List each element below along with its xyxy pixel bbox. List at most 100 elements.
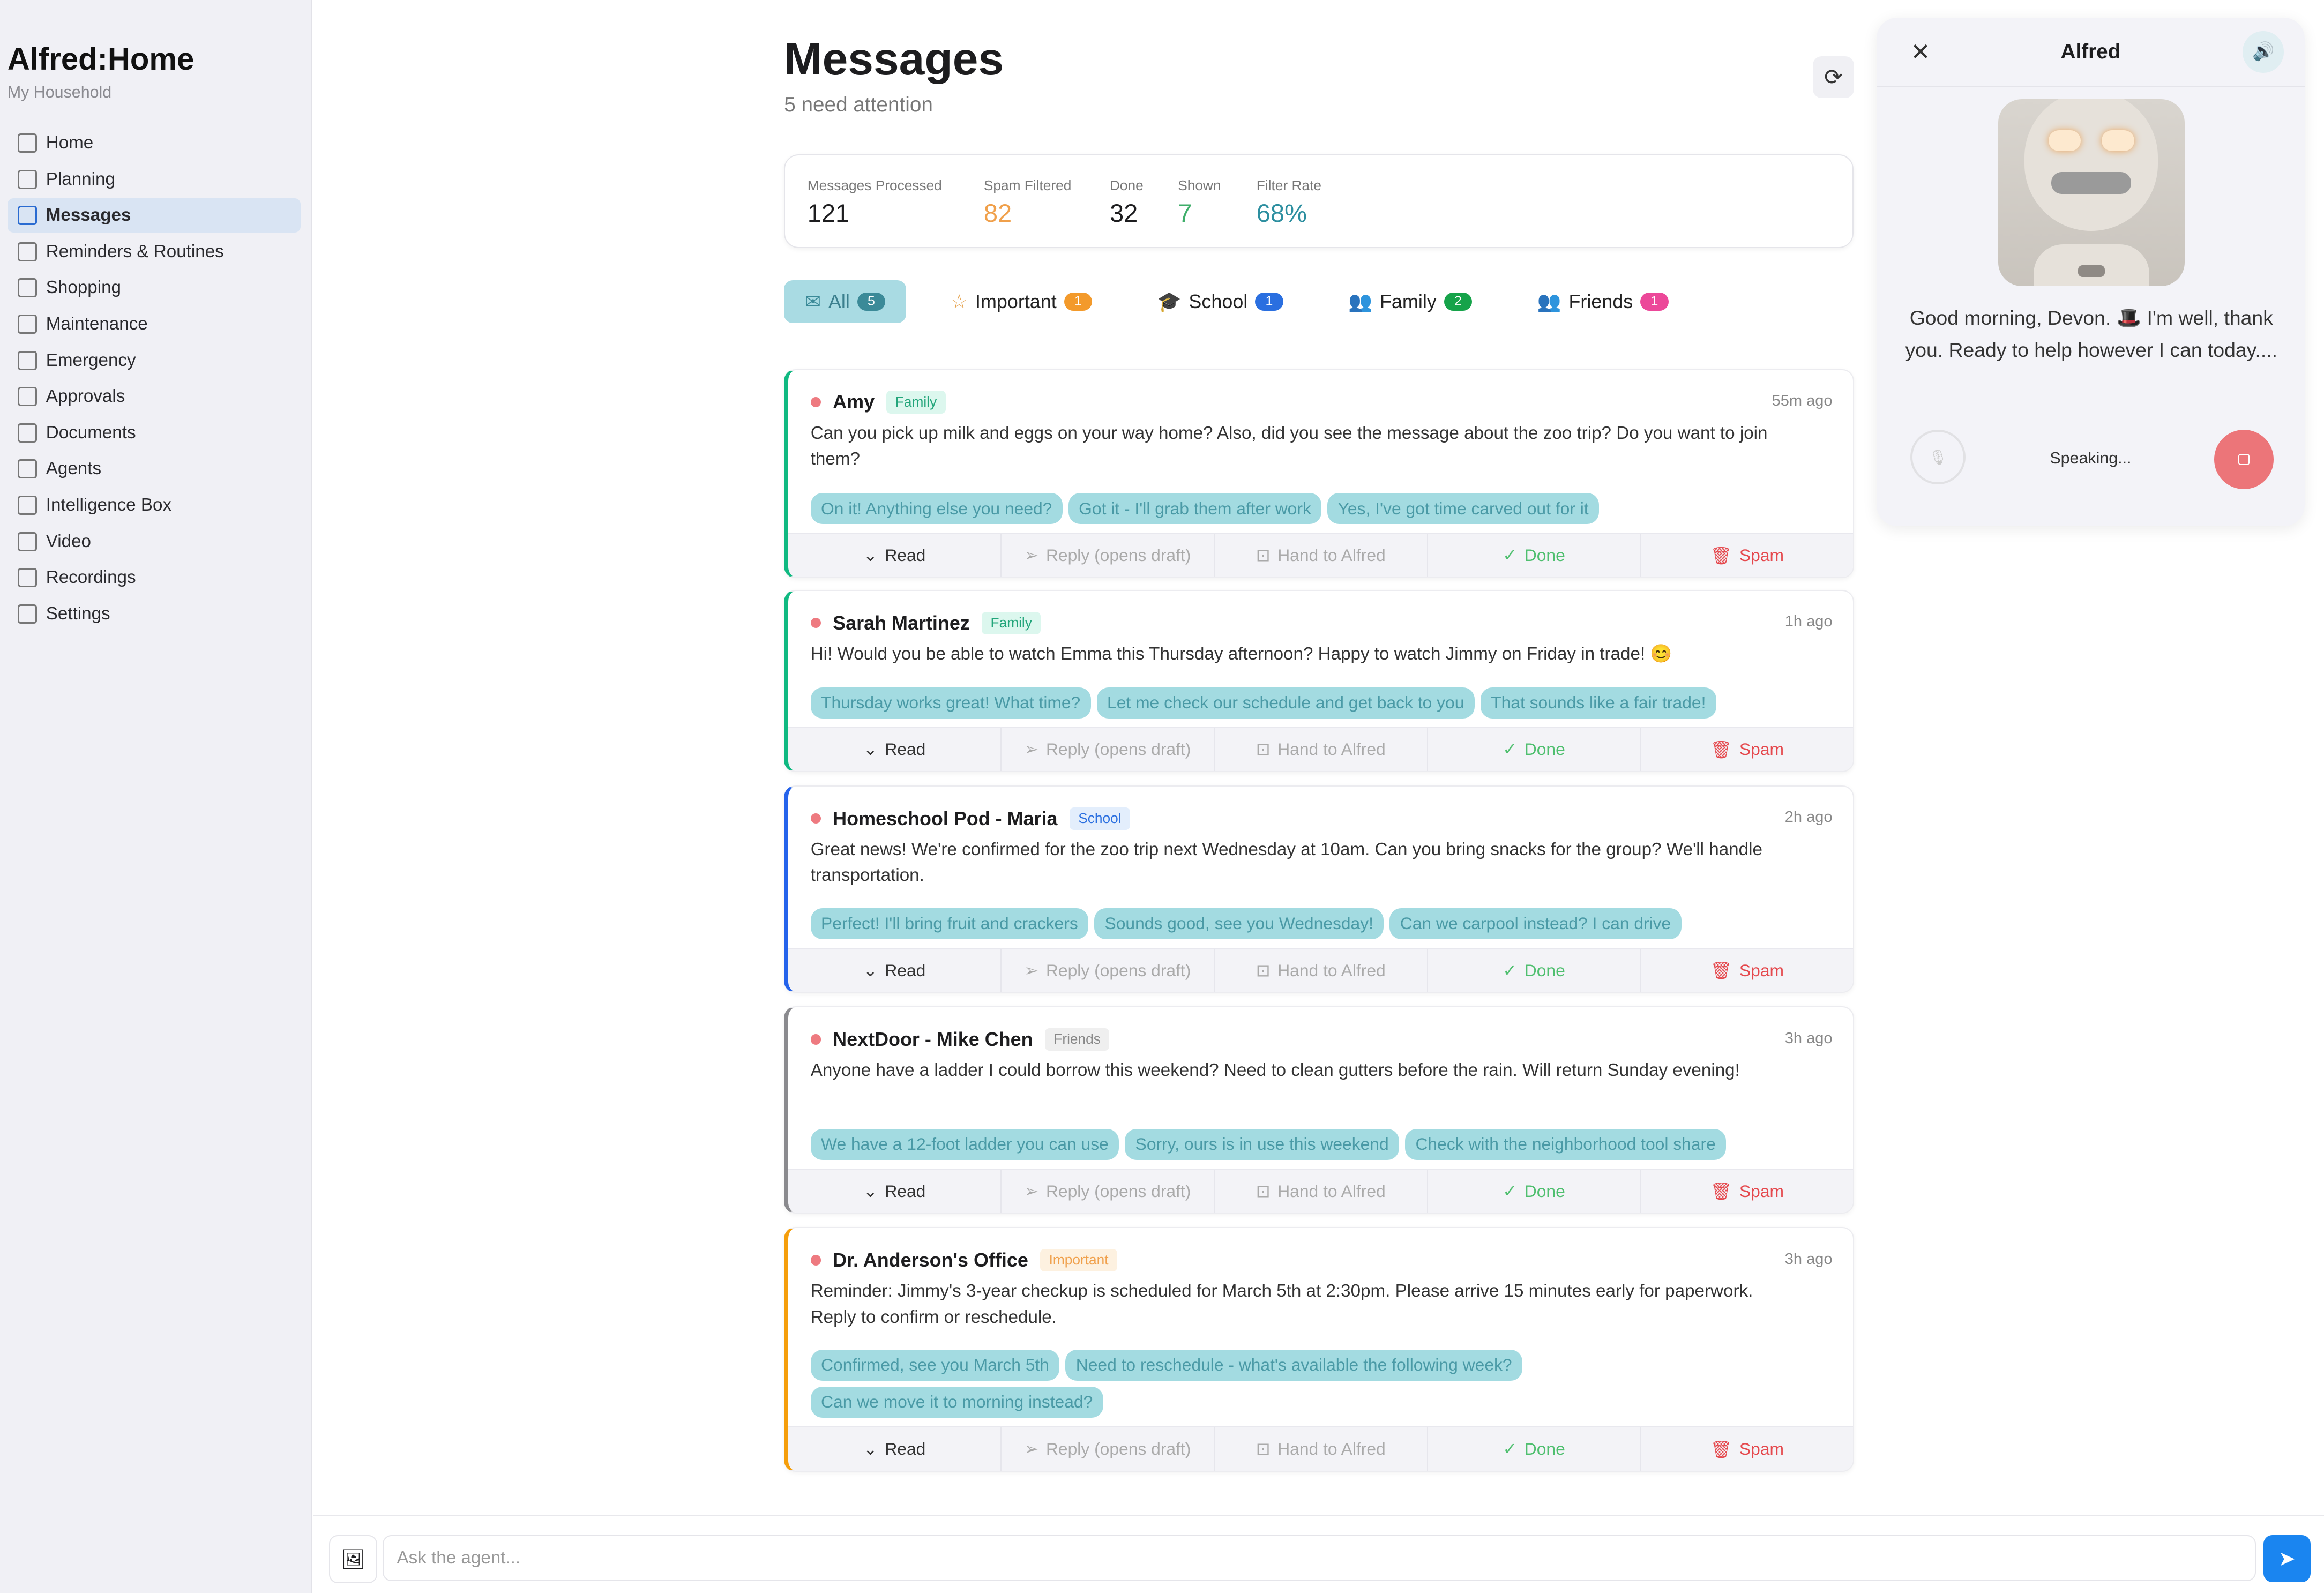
document-icon (18, 423, 38, 443)
done-button[interactable]: ✓ Done (1428, 1170, 1641, 1213)
ask-agent-input[interactable] (382, 1535, 2256, 1581)
sidebar-item-intelligence-box[interactable]: Intelligence Box (8, 488, 301, 522)
sidebar-item-approvals[interactable]: Approvals (8, 379, 301, 414)
check-circle-icon: ✓ (1503, 739, 1517, 759)
message-actions: ⌄ Read ➢ Reply (opens draft) ⊡ Hand to Alfred… (788, 727, 1854, 772)
hand-button[interactable]: ⊡ Hand to Alfred (1215, 949, 1428, 992)
server-icon (18, 496, 38, 515)
stat-label: Filter Rate (1256, 177, 1321, 194)
sidebar-item-documents[interactable]: Documents (8, 416, 301, 450)
mic-button[interactable]: 🎙 (1910, 430, 1966, 485)
unread-dot (810, 1255, 821, 1266)
reply-button[interactable]: ➢ Reply (opens draft) (1002, 1427, 1215, 1471)
tab-friends[interactable]: 👥 Friends 1 (1516, 280, 1689, 323)
sidebar-item-reminders-routines[interactable]: Reminders & Routines (8, 235, 301, 269)
suggested-reply-chip[interactable]: We have a 12-foot ladder you can use (810, 1128, 1119, 1160)
stop-button[interactable] (2214, 430, 2274, 489)
robot-icon: ⊡ (1256, 545, 1271, 565)
tab-label: All (828, 290, 850, 312)
stat-label: Shown (1178, 177, 1221, 194)
reply-button[interactable]: ➢ Reply (opens draft) (1002, 949, 1215, 992)
spam-button[interactable]: 🗑 Spam (1641, 949, 1853, 992)
done-button[interactable]: ✓ Done (1428, 728, 1641, 772)
sidebar-item-shopping[interactable]: Shopping (8, 271, 301, 305)
hand-button[interactable]: ⊡ Hand to Alfred (1215, 1170, 1428, 1213)
sidebar-item-video[interactable]: Video (8, 525, 301, 559)
spam-button[interactable]: 🗑 Spam (1641, 1427, 1853, 1470)
refresh-icon: ⟳ (1824, 64, 1843, 90)
hand-button[interactable]: ⊡ Hand to Alfred (1215, 534, 1428, 577)
suggested-replies: We have a 12-foot ladder you can use Sorr… (810, 1128, 1819, 1166)
action-label: Read (885, 960, 926, 980)
suggested-reply-chip[interactable]: Check with the neighborhood tool share (1405, 1128, 1727, 1160)
sidebar-item-label: Maintenance (46, 313, 148, 334)
action-label: Reply (opens draft) (1045, 1439, 1191, 1458)
sidebar-item-messages[interactable]: Messages (7, 198, 301, 233)
action-label: Spam (1739, 960, 1784, 980)
count-badge: 2 (1444, 292, 1473, 311)
read-button[interactable]: ⌄ Read (788, 1427, 1002, 1471)
suggested-reply-chip[interactable]: Sorry, ours is in use this weekend (1125, 1128, 1400, 1160)
filter-tabs: ✉ All 5 ☆ Important 1 🎓 School 1 👥 Family 2 👥 Friends… (784, 280, 1701, 323)
spam-button[interactable]: 🗑 Spam (1641, 728, 1853, 771)
hand-button[interactable]: ⊡ Hand to Alfred (1215, 728, 1428, 772)
attach-image-button[interactable]: 🖼 (329, 1535, 377, 1583)
sidebar-item-home[interactable]: Home (8, 126, 301, 160)
message-card: Sarah Martinez Family 1h ago Hi! Would you … (784, 589, 1855, 773)
suggested-reply-chip[interactable]: Thursday works great! What time? (810, 687, 1091, 719)
sidebar-item-planning[interactable]: Planning (8, 162, 301, 197)
suggested-reply-chip[interactable]: On it! Anything else you need? (810, 493, 1063, 525)
suggested-reply-chip[interactable]: Perfect! I'll bring fruit and crackers (810, 908, 1089, 939)
reply-button[interactable]: ➢ Reply (opens draft) (1002, 1170, 1215, 1213)
hand-button[interactable]: ⊡ Hand to Alfred (1215, 1427, 1428, 1471)
tab-all[interactable]: ✉ All 5 (784, 280, 906, 323)
suggested-reply-chip[interactable]: Yes, I've got time carved out for it (1327, 493, 1599, 525)
suggested-reply-chip[interactable]: That sounds like a fair trade! (1480, 687, 1716, 719)
spam-button[interactable]: 🗑 Spam (1641, 534, 1853, 577)
stat-value: 7 (1178, 199, 1192, 228)
suggested-reply-chip[interactable]: Can we move it to morning instead? (810, 1387, 1103, 1418)
done-button[interactable]: ✓ Done (1428, 949, 1641, 992)
suggested-reply-chip[interactable]: Got it - I'll grab them after work (1068, 493, 1322, 525)
action-label: Read (885, 739, 926, 759)
sidebar-item-agents[interactable]: Agents (8, 452, 301, 487)
read-button[interactable]: ⌄ Read (788, 534, 1002, 577)
suggested-reply-chip[interactable]: Can we carpool instead? I can drive (1389, 908, 1682, 939)
message-time: 2h ago (1784, 809, 1833, 826)
sidebar-item-maintenance[interactable]: Maintenance (8, 307, 301, 341)
sidebar-item-settings[interactable]: Settings (8, 597, 301, 631)
stat-shown: Shown 7 (1178, 177, 1221, 228)
tab-family[interactable]: 👥 Family 2 (1328, 280, 1493, 323)
read-button[interactable]: ⌄ Read (788, 1170, 1002, 1213)
stat-value: 82 (983, 199, 1012, 228)
trash-icon: 🗑 (1710, 1181, 1732, 1201)
robot-icon: ⊡ (1256, 739, 1271, 759)
sidebar-item-emergency[interactable]: Emergency (8, 343, 301, 378)
sender-name: Sarah Martinez (833, 611, 970, 634)
send-icon: ➢ (1024, 960, 1039, 980)
tab-school[interactable]: 🎓 School 1 (1137, 280, 1304, 323)
suggested-reply-chip[interactable]: Need to reschedule - what's available th… (1065, 1350, 1522, 1381)
done-button[interactable]: ✓ Done (1428, 534, 1641, 577)
stop-icon (2238, 454, 2250, 465)
read-button[interactable]: ⌄ Read (788, 728, 1002, 772)
done-button[interactable]: ✓ Done (1428, 1427, 1641, 1471)
suggested-replies: Thursday works great! What time? Let me c… (810, 687, 1819, 724)
speaker-button[interactable]: 🔊 (2242, 31, 2284, 73)
spam-button[interactable]: 🗑 Spam (1641, 1170, 1853, 1213)
refresh-button[interactable]: ⟳ (1812, 56, 1855, 98)
sidebar-item-recordings[interactable]: Recordings (8, 560, 301, 595)
suggested-reply-chip[interactable]: Confirmed, see you March 5th (810, 1350, 1060, 1381)
suggested-reply-chip[interactable]: Sounds good, see you Wednesday! (1094, 908, 1384, 939)
send-button[interactable]: ➤ (2263, 1535, 2311, 1583)
close-icon[interactable]: ✕ (1910, 39, 1931, 65)
reply-button[interactable]: ➢ Reply (opens draft) (1002, 534, 1215, 577)
tab-important[interactable]: ☆ Important 1 (930, 280, 1113, 323)
reply-button[interactable]: ➢ Reply (opens draft) (1002, 728, 1215, 772)
message-body: Anyone have a ladder I could borrow this… (810, 1060, 1740, 1081)
sidebar-item-label: Shopping (46, 278, 121, 298)
message-header: Amy Family (810, 391, 946, 414)
suggested-reply-chip[interactable]: Let me check our schedule and get back t… (1096, 687, 1475, 719)
sender-name: NextDoor - Mike Chen (833, 1028, 1033, 1050)
read-button[interactable]: ⌄ Read (788, 949, 1002, 992)
